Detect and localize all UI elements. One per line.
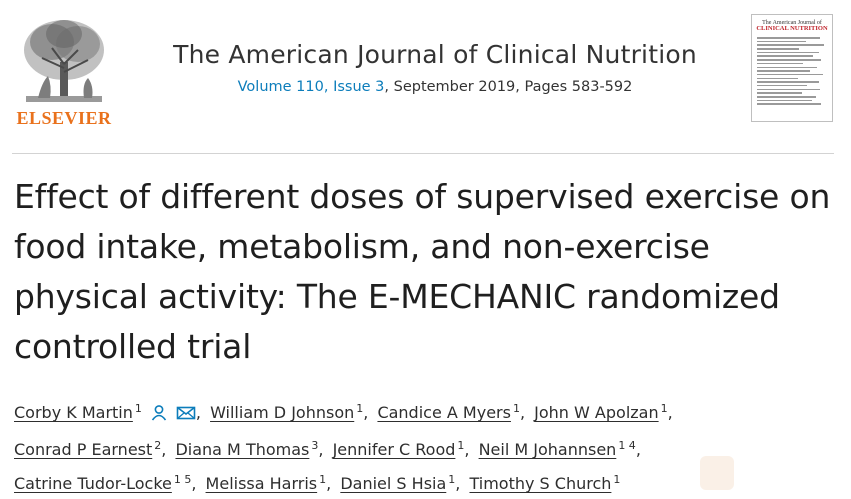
author-link[interactable]: Conrad P Earnest bbox=[14, 440, 153, 459]
affiliation-marker[interactable]: 1 bbox=[448, 473, 456, 486]
author-item: William D Johnson 1 bbox=[210, 402, 364, 422]
author-item: Timothy S Church 1 bbox=[469, 473, 621, 493]
affiliation-marker[interactable]: 1 bbox=[457, 439, 465, 452]
author-item: Corby K Martin 1 bbox=[14, 402, 142, 422]
journal-cover-thumbnail[interactable]: The American Journal of CLINICAL NUTRITI… bbox=[751, 14, 833, 122]
author-list: Corby K Martin 1, William D Johnson 1, Can… bbox=[14, 401, 673, 493]
journal-info: The American Journal of Clinical Nutriti… bbox=[150, 40, 720, 95]
cover-main-text: CLINICAL NUTRITION bbox=[756, 25, 828, 32]
author-link[interactable]: Corby K Martin bbox=[14, 403, 133, 422]
author-link[interactable]: Timothy S Church bbox=[469, 474, 612, 493]
author-item: Diana M Thomas 3 bbox=[175, 439, 319, 459]
author-item: Daniel S Hsia 1 bbox=[340, 473, 456, 493]
elsevier-wordmark: ELSEVIER bbox=[16, 108, 112, 128]
author-item: Jennifer C Rood 1 bbox=[332, 439, 465, 459]
cover-text-lines bbox=[757, 37, 827, 107]
affiliation-marker[interactable]: 1 bbox=[134, 402, 142, 415]
author-item: John W Apolzan 1 bbox=[534, 402, 668, 422]
author-link[interactable]: John W Apolzan bbox=[534, 403, 659, 422]
site-watermark bbox=[690, 452, 850, 496]
affiliation-marker[interactable]: 2 bbox=[154, 439, 162, 452]
author-link[interactable]: Catrine Tudor-Locke bbox=[14, 474, 172, 493]
affiliation-marker[interactable]: 1 bbox=[613, 473, 621, 486]
author-link[interactable]: Diana M Thomas bbox=[175, 440, 310, 459]
cover-title: The American Journal of CLINICAL NUTRITI… bbox=[756, 20, 828, 32]
author-item: Catrine Tudor-Locke 1 5 bbox=[14, 473, 192, 493]
affiliation-marker[interactable]: 1 bbox=[512, 402, 520, 415]
issue-line: Volume 110, Issue 3, September 2019, Pag… bbox=[150, 79, 720, 95]
author-link[interactable]: Daniel S Hsia bbox=[340, 474, 447, 493]
affiliation-marker[interactable]: 1 bbox=[356, 402, 364, 415]
affiliation-marker[interactable]: 1 bbox=[319, 473, 327, 486]
author-item: Neil M Johannsen 1 4 bbox=[478, 439, 636, 459]
author-link[interactable]: Neil M Johannsen bbox=[478, 440, 617, 459]
journal-title[interactable]: The American Journal of Clinical Nutriti… bbox=[173, 40, 697, 69]
elsevier-logo[interactable]: ELSEVIER bbox=[12, 12, 116, 128]
author-link[interactable]: William D Johnson bbox=[210, 403, 355, 422]
header-divider bbox=[12, 153, 834, 154]
author-link[interactable]: Candice A Myers bbox=[377, 403, 511, 422]
person-icon[interactable] bbox=[150, 401, 168, 431]
email-icon[interactable] bbox=[176, 401, 196, 431]
journal-header: ELSEVIER The American Journal of Clinica… bbox=[0, 0, 851, 152]
author-item: Conrad P Earnest 2 bbox=[14, 439, 162, 459]
watermark-logo-icon bbox=[700, 456, 734, 490]
elsevier-tree-icon bbox=[12, 12, 116, 108]
affiliation-marker[interactable]: 1 bbox=[660, 402, 668, 415]
affiliation-marker[interactable]: 3 bbox=[311, 439, 319, 452]
issue-details: , September 2019, Pages 583-592 bbox=[384, 79, 633, 95]
affiliation-marker[interactable]: 1 4 bbox=[618, 439, 636, 452]
volume-issue-link[interactable]: Volume 110, Issue 3 bbox=[237, 79, 385, 95]
author-item: Melissa Harris 1 bbox=[205, 473, 327, 493]
author-link[interactable]: Melissa Harris bbox=[205, 474, 318, 493]
cover-top-text: The American Journal of bbox=[762, 20, 822, 26]
author-link[interactable]: Jennifer C Rood bbox=[332, 440, 456, 459]
author-item: Candice A Myers 1 bbox=[377, 402, 520, 422]
affiliation-marker[interactable]: 1 5 bbox=[173, 473, 192, 486]
article-title: Effect of different doses of supervised … bbox=[14, 177, 831, 366]
